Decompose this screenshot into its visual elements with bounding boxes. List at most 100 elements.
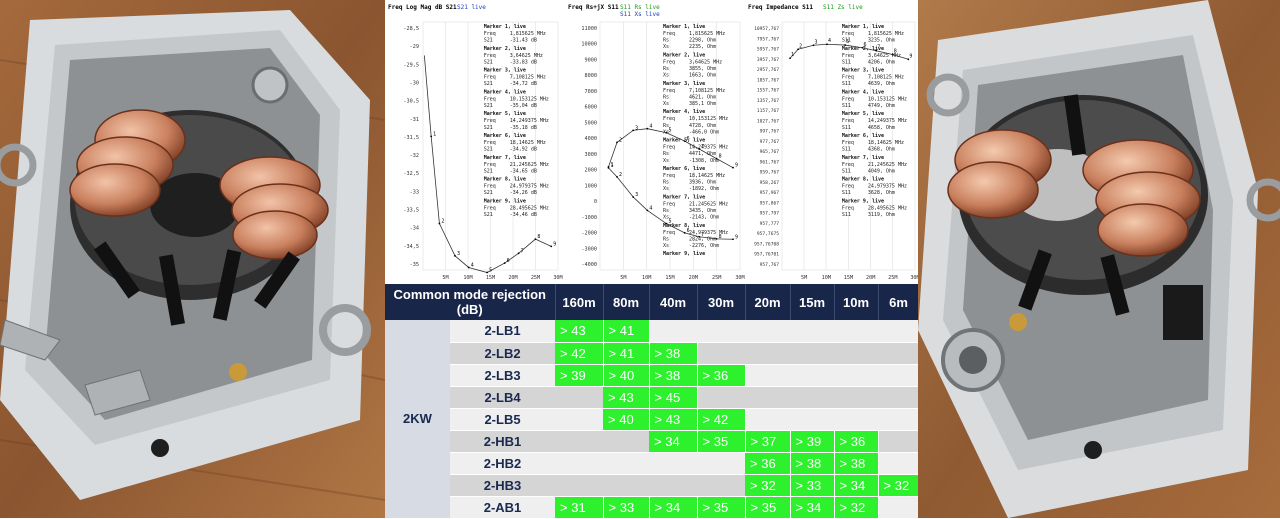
marker-readout-title: Marker 8, live <box>484 177 526 183</box>
rejection-value-cell: > 45 <box>649 386 698 409</box>
empty-cell <box>790 364 835 387</box>
y-tick-label: 10957,767 <box>754 26 779 32</box>
table-row: 2-LB5 > 40 > 43 > 42 <box>385 408 920 431</box>
marker-readout-value: -466,0 Ohm <box>689 129 719 135</box>
table-row: 2-AB1 > 31 > 33 > 34 > 35 > 35 > 34 > 32 <box>385 496 920 519</box>
empty-cell <box>649 320 698 343</box>
empty-cell <box>745 408 791 431</box>
rejection-value-cell: > 32 <box>878 474 920 497</box>
marker-readout-value: 14,249375 MHz <box>510 118 549 124</box>
empty-cell <box>790 320 835 343</box>
marker-number: 6 <box>507 258 510 264</box>
marker-point <box>875 49 878 52</box>
marker-readout-value: 3235, Ohm <box>868 38 895 44</box>
y-tick-label: 961,767 <box>760 159 780 165</box>
marker-readout-key: Freq <box>663 145 675 151</box>
marker-readout-value: 2298, Ohm <box>689 38 716 44</box>
marker-readout-value: 4749, Ohm <box>868 103 895 109</box>
marker-readout-value: -1892, Ohm <box>689 186 719 192</box>
model-cell: 2-LB2 <box>450 342 556 365</box>
y-tick-label: -35 <box>410 262 419 268</box>
table-title: Common mode rejection (dB) <box>385 284 556 320</box>
model-cell: 2-AB1 <box>450 496 556 519</box>
rejection-value-cell: > 33 <box>790 474 835 497</box>
marker-readout-value: 3628, Ohm <box>868 190 895 196</box>
marker-readout-key: S21 <box>484 190 493 196</box>
rejection-value-cell: > 34 <box>649 496 698 519</box>
marker-point <box>454 254 456 257</box>
marker-readout-value: 1,815625 MHz <box>689 31 725 37</box>
y-axis-ticks: 10957,767 7957,767 5957,767 3957,767 2957,76… <box>754 26 779 268</box>
marker-readout-key: Freq <box>842 140 854 146</box>
y-tick-label: -3000 <box>581 246 597 252</box>
marker-point <box>616 141 618 144</box>
y-tick-label: 957,76708 <box>754 241 779 247</box>
rejection-value-cell: > 35 <box>697 430 746 453</box>
marker-number: 2 <box>441 219 444 225</box>
marker-number: 9 <box>553 241 556 247</box>
marker-point <box>861 46 864 49</box>
empty-cell <box>745 364 791 387</box>
y-tick-label: -33 <box>410 189 419 195</box>
empty-cell <box>878 496 920 519</box>
marker-point <box>812 44 815 47</box>
x-axis-ticks: 5M 10M 15M 20M 25M 30M <box>620 275 744 281</box>
marker-readout-title: Marker 7, live <box>842 155 884 161</box>
rejection-value-cell: > 42 <box>555 342 604 365</box>
y-axis-ticks: 1100010000900080007000600050004000300020… <box>581 26 597 268</box>
marker-number: 8 <box>719 154 722 160</box>
empty-cell <box>878 320 920 343</box>
rejection-value-cell: > 43 <box>555 320 604 343</box>
y-tick-label: 11000 <box>581 26 597 32</box>
marker-readout-value: -35,18 dB <box>510 125 537 131</box>
y-tick-label: -32,5 <box>403 171 419 177</box>
common-mode-rejection-table: Common mode rejection (dB) 160m 80m 40m … <box>385 284 920 519</box>
empty-cell <box>555 474 604 497</box>
marker-readout-key: S11 <box>842 125 851 131</box>
marker-readout-value: 28,495625 MHz <box>868 205 907 211</box>
marker-readout-value: 4621, Ohm <box>689 94 716 100</box>
marker-readout-value: -34,26 dB <box>510 190 537 196</box>
y-tick-label: 6000 <box>585 105 598 111</box>
empty-cell <box>834 320 879 343</box>
empty-cell <box>603 430 650 453</box>
marker-point <box>665 131 668 134</box>
marker-readout-key: Freq <box>484 184 496 190</box>
graph-trace-label-2: S11 Xs live <box>620 11 660 18</box>
marker-number: 5 <box>489 268 492 274</box>
marker-readout-value: 4368, Ohm <box>868 147 895 153</box>
x-tick-label: 25M <box>712 275 721 281</box>
x-tick-label: 30M <box>735 275 744 281</box>
rejection-value-cell: > 31 <box>555 496 604 519</box>
marker-readout-title: Marker 2, live <box>484 46 526 52</box>
marker-readout-value: 4471, Ohm <box>689 151 716 157</box>
marker-point <box>430 135 433 138</box>
rejection-value-cell: > 40 <box>603 364 650 387</box>
empty-cell <box>745 342 791 365</box>
photo-choke-box-left <box>0 0 385 518</box>
rejection-value-cell: > 33 <box>603 496 650 519</box>
marker-readout-key: Freq <box>484 96 496 102</box>
marker-number: 7 <box>701 232 704 238</box>
marker-readout-value: 3855, Ohm <box>689 66 716 72</box>
marker-readout-key: Rs <box>663 38 669 44</box>
marker-readout-title: Marker 4, live <box>663 109 705 115</box>
marker-readout-key: S21 <box>484 125 493 131</box>
marker-readout-key: S21 <box>484 212 493 218</box>
empty-cell <box>790 386 835 409</box>
marker-number: 1 <box>433 131 436 137</box>
marker-point <box>607 167 610 169</box>
y-tick-label: 7000 <box>585 89 598 95</box>
x-tick-label: 20M <box>508 275 517 281</box>
empty-cell <box>834 342 879 365</box>
y-tick-label: -31,5 <box>403 135 419 141</box>
band-header: 20m <box>745 284 791 320</box>
marker-point <box>646 127 649 130</box>
marker-point <box>683 140 686 143</box>
table-row: 2KW 2-LB1 > 43 > 41 <box>385 320 920 519</box>
x-tick-label: 10M <box>463 275 472 281</box>
